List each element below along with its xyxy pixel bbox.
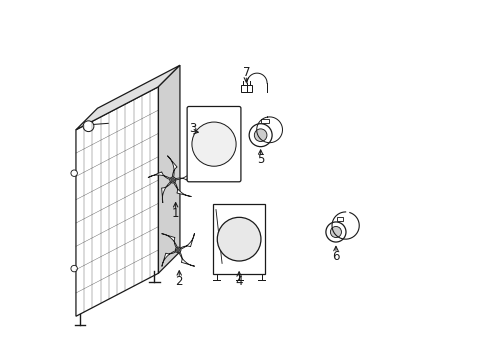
Polygon shape <box>228 220 239 239</box>
Circle shape <box>71 170 77 176</box>
Circle shape <box>191 122 236 166</box>
Bar <box>213 204 264 274</box>
Circle shape <box>330 226 341 238</box>
Circle shape <box>325 222 346 242</box>
Polygon shape <box>195 144 214 161</box>
Text: 4: 4 <box>235 275 243 288</box>
Text: 2: 2 <box>175 275 183 288</box>
Polygon shape <box>162 250 178 266</box>
Circle shape <box>249 124 271 147</box>
Circle shape <box>233 233 244 245</box>
Bar <box>336 217 343 221</box>
Circle shape <box>237 238 240 241</box>
Polygon shape <box>162 180 172 203</box>
Polygon shape <box>167 156 177 180</box>
Polygon shape <box>214 120 223 144</box>
Polygon shape <box>172 167 194 180</box>
Circle shape <box>170 178 174 182</box>
Text: 5: 5 <box>256 153 264 166</box>
Circle shape <box>71 265 77 272</box>
Circle shape <box>211 141 217 147</box>
Circle shape <box>175 247 181 253</box>
Text: 6: 6 <box>331 249 339 262</box>
Bar <box>240 85 251 92</box>
Polygon shape <box>239 239 256 252</box>
Polygon shape <box>218 231 239 239</box>
Polygon shape <box>239 233 259 242</box>
Circle shape <box>236 237 241 242</box>
Bar <box>261 119 268 123</box>
Circle shape <box>217 217 261 261</box>
Polygon shape <box>161 234 178 250</box>
Circle shape <box>169 177 175 183</box>
Text: 1: 1 <box>172 207 179 220</box>
Circle shape <box>212 142 216 146</box>
Polygon shape <box>148 172 172 180</box>
Polygon shape <box>76 65 180 130</box>
Circle shape <box>176 248 180 252</box>
Circle shape <box>83 121 94 132</box>
Polygon shape <box>172 180 191 197</box>
Text: 3: 3 <box>188 122 196 135</box>
Polygon shape <box>158 65 180 273</box>
Text: 7: 7 <box>242 66 249 79</box>
Polygon shape <box>178 233 194 250</box>
Polygon shape <box>192 131 214 144</box>
Polygon shape <box>214 142 238 150</box>
Polygon shape <box>223 239 239 253</box>
Polygon shape <box>178 250 194 266</box>
Circle shape <box>254 129 266 141</box>
Polygon shape <box>233 239 240 261</box>
Polygon shape <box>212 144 224 167</box>
Polygon shape <box>239 219 248 239</box>
FancyBboxPatch shape <box>187 107 241 182</box>
Polygon shape <box>76 87 158 316</box>
